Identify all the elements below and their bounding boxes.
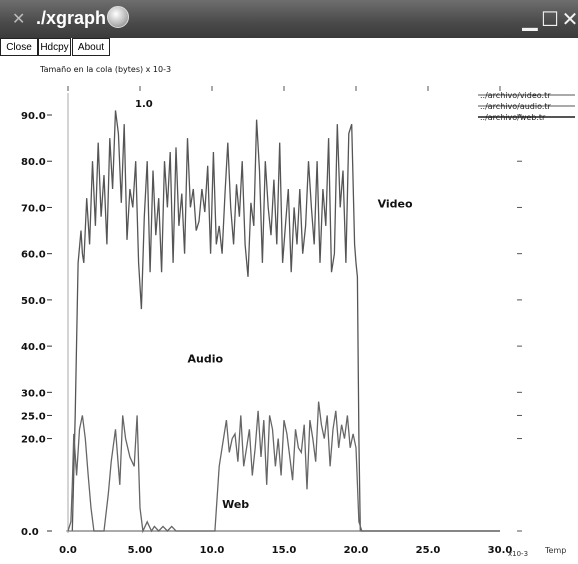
- legend-entry: ../archivo/web.tr: [480, 113, 546, 122]
- series-label: Audio: [188, 352, 224, 365]
- y-tick-label: 50.0: [21, 296, 46, 307]
- skull-icon: [107, 6, 129, 28]
- legend-entry: ../archivo/video.tr: [480, 91, 551, 100]
- y-tick-label: 0.0: [21, 527, 39, 538]
- x-tick-label: 5.00: [128, 545, 153, 556]
- window-titlebar[interactable]: ✕ ./xgraph ▁ ☐ ✕: [0, 0, 578, 38]
- legend-entry: ../archivo/audio.tr: [480, 102, 552, 111]
- y-tick-label: 25.0: [21, 411, 46, 422]
- series-line-1: [71, 110, 500, 532]
- x-exponent-label: x10-3: [508, 550, 528, 558]
- plot-area: 0.0 20.0 25.0 30.0 40.0 50.0 60.0 70.0 80.0 90.0 0…: [0, 58, 578, 560]
- close-icon[interactable]: ✕: [561, 7, 578, 31]
- y-tick-label: 20.0: [21, 435, 46, 446]
- y-tick-label: 90.0: [21, 111, 46, 122]
- xgraph-chart: 0.0 20.0 25.0 30.0 40.0 50.0 60.0 70.0 80.0 90.0 0…: [21, 65, 575, 558]
- series-label: Video: [378, 197, 413, 210]
- x-tick-label: 25.0: [416, 545, 441, 556]
- minimize-icon[interactable]: ▁: [522, 7, 538, 31]
- y-tick-label: 60.0: [21, 250, 46, 261]
- y-tick-label: 70.0: [21, 203, 46, 214]
- x-logo-icon: ✕: [12, 9, 26, 28]
- x-axis-title: Temp: [544, 546, 566, 555]
- close-button[interactable]: Close: [0, 38, 38, 56]
- window-title: ./xgraph: [36, 8, 107, 28]
- x-tick-label: 20.0: [344, 545, 369, 556]
- x-tick-label: 0.0: [59, 545, 77, 556]
- x-tick-label: 10.0: [200, 545, 225, 556]
- series-line-3: [67, 401, 500, 534]
- y-axis-title: Tamaño en la cola (bytes) x 10-3: [39, 65, 171, 74]
- hdcpy-button[interactable]: Hdcpy: [38, 38, 71, 56]
- x-tick-label: 15.0: [272, 545, 297, 556]
- marker-label: 1.0: [135, 99, 153, 110]
- y-tick-label: 80.0: [21, 157, 46, 168]
- y-tick-label: 40.0: [21, 342, 46, 353]
- series-label: Web: [222, 498, 249, 511]
- about-button[interactable]: About: [72, 38, 110, 56]
- x-tick-label: 30.0: [488, 545, 513, 556]
- maximize-icon[interactable]: ☐: [541, 7, 559, 31]
- y-tick-label: 30.0: [21, 388, 46, 399]
